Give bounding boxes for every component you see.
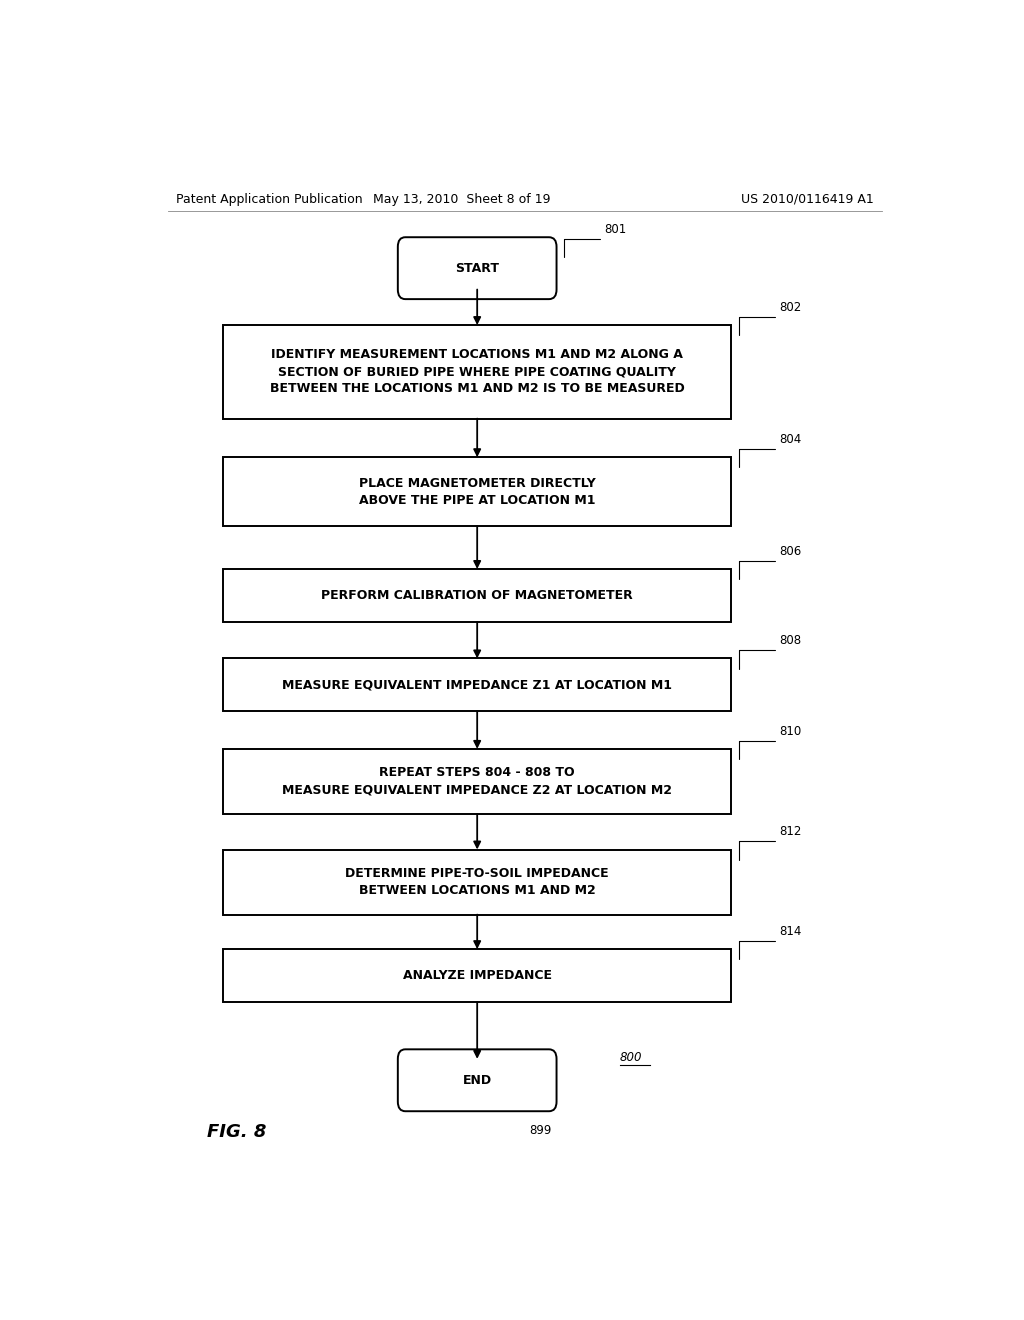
- Bar: [223, 457, 731, 527]
- FancyBboxPatch shape: [397, 238, 557, 300]
- Text: 800: 800: [620, 1052, 642, 1064]
- Text: 806: 806: [779, 545, 801, 558]
- Bar: [223, 748, 731, 814]
- Bar: [223, 949, 731, 1002]
- Text: 804: 804: [779, 433, 801, 446]
- Text: ANALYZE IMPEDANCE: ANALYZE IMPEDANCE: [402, 969, 552, 982]
- Bar: [223, 325, 731, 418]
- Bar: [223, 850, 731, 915]
- Text: 801: 801: [604, 223, 627, 236]
- Text: 814: 814: [779, 925, 801, 939]
- Text: REPEAT STEPS 804 - 808 TO
MEASURE EQUIVALENT IMPEDANCE Z2 AT LOCATION M2: REPEAT STEPS 804 - 808 TO MEASURE EQUIVA…: [283, 767, 672, 796]
- Text: END: END: [463, 1073, 492, 1086]
- Text: DETERMINE PIPE-TO-SOIL IMPEDANCE
BETWEEN LOCATIONS M1 AND M2: DETERMINE PIPE-TO-SOIL IMPEDANCE BETWEEN…: [345, 867, 609, 898]
- Text: MEASURE EQUIVALENT IMPEDANCE Z1 AT LOCATION M1: MEASURE EQUIVALENT IMPEDANCE Z1 AT LOCAT…: [283, 678, 672, 692]
- Text: START: START: [456, 261, 499, 275]
- Text: 808: 808: [779, 635, 801, 647]
- Text: 899: 899: [529, 1125, 552, 1137]
- Text: 810: 810: [779, 725, 801, 738]
- Bar: [223, 659, 731, 711]
- Text: PERFORM CALIBRATION OF MAGNETOMETER: PERFORM CALIBRATION OF MAGNETOMETER: [322, 589, 633, 602]
- Text: 812: 812: [779, 825, 801, 838]
- Text: 802: 802: [779, 301, 801, 314]
- Text: IDENTIFY MEASUREMENT LOCATIONS M1 AND M2 ALONG A
SECTION OF BURIED PIPE WHERE PI: IDENTIFY MEASUREMENT LOCATIONS M1 AND M2…: [269, 348, 685, 396]
- Text: May 13, 2010  Sheet 8 of 19: May 13, 2010 Sheet 8 of 19: [373, 193, 550, 206]
- Text: PLACE MAGNETOMETER DIRECTLY
ABOVE THE PIPE AT LOCATION M1: PLACE MAGNETOMETER DIRECTLY ABOVE THE PI…: [358, 477, 596, 507]
- Bar: [223, 569, 731, 622]
- Text: US 2010/0116419 A1: US 2010/0116419 A1: [741, 193, 873, 206]
- Text: Patent Application Publication: Patent Application Publication: [176, 193, 362, 206]
- FancyBboxPatch shape: [397, 1049, 557, 1111]
- Text: FIG. 8: FIG. 8: [207, 1123, 266, 1140]
